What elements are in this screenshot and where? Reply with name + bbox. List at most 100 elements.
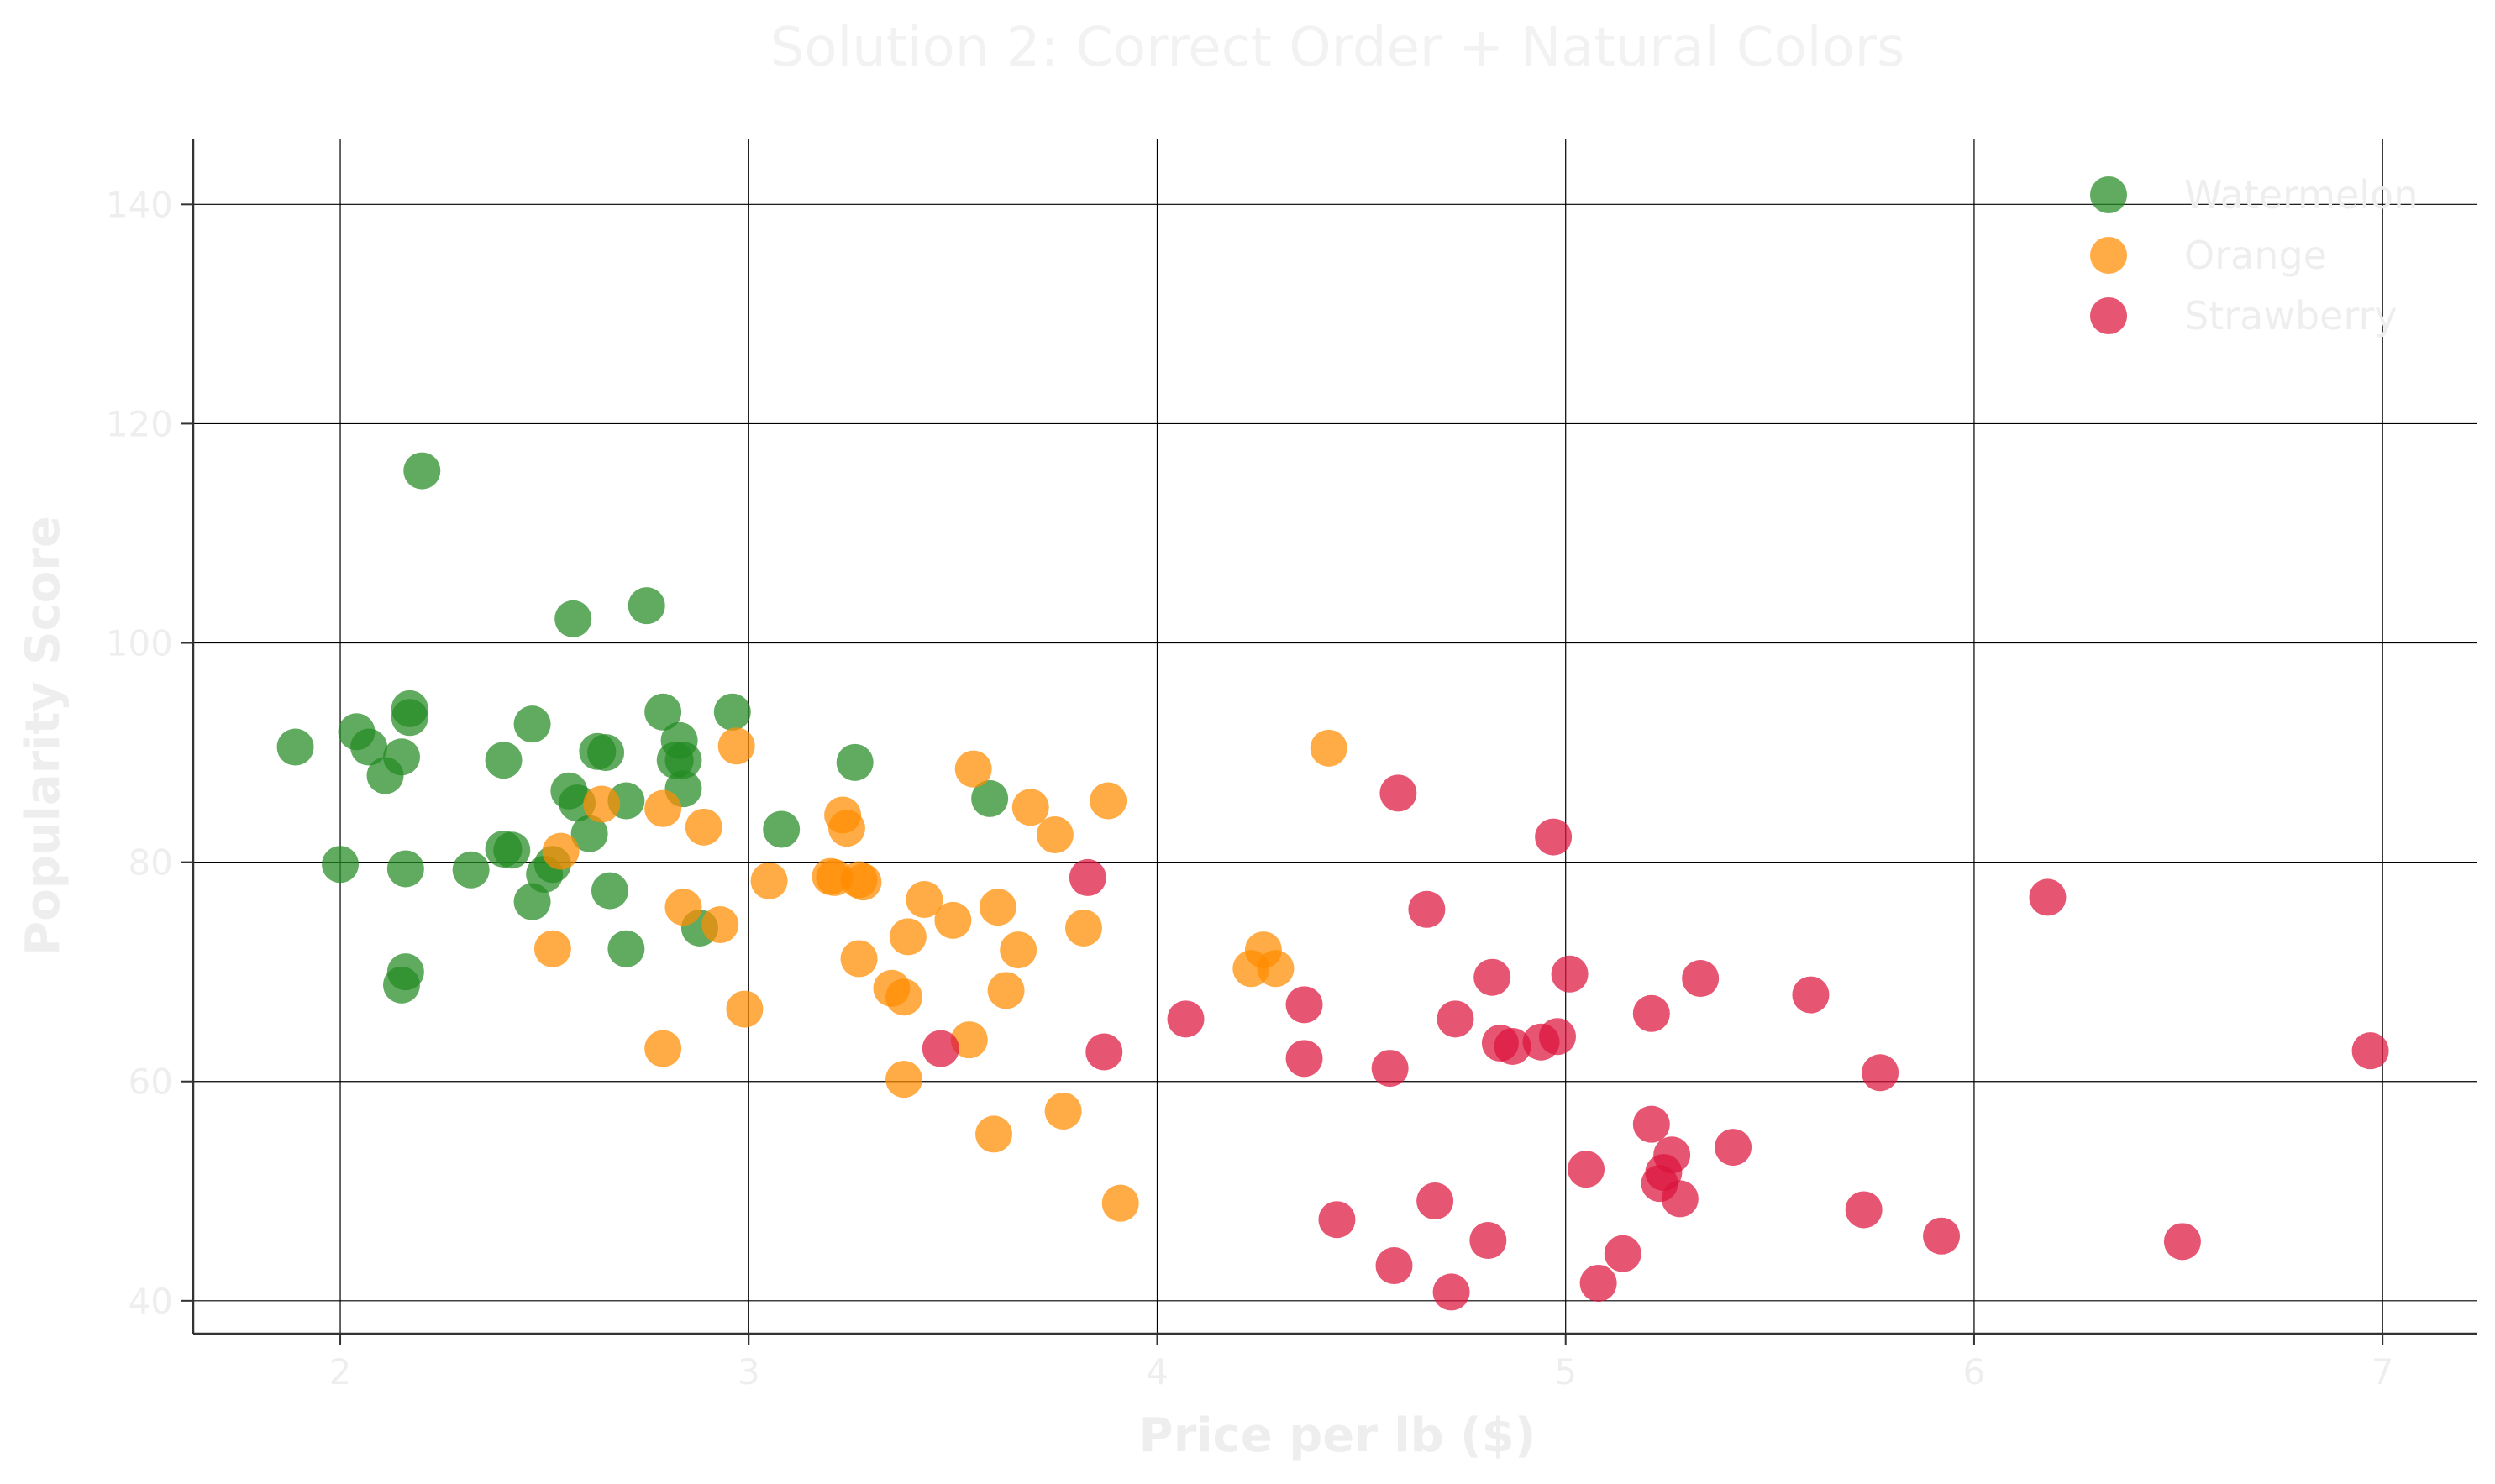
data-points	[276, 452, 2389, 1311]
strawberry-point	[1568, 1151, 1605, 1188]
orange-point	[1044, 1092, 1082, 1130]
watermelon-point	[836, 743, 874, 781]
orange-point	[750, 862, 788, 899]
orange-point	[644, 1030, 682, 1067]
y-axis-ticks: 40 60 80 100 120 140	[106, 184, 193, 1322]
watermelon-point	[644, 693, 682, 731]
chart-title: Solution 2: Correct Order + Natural Colo…	[770, 17, 1905, 79]
legend-label-watermelon: Watermelon	[2184, 172, 2418, 218]
strawberry-point	[1551, 955, 1589, 993]
x-tick-label: 7	[2372, 1351, 2394, 1392]
orange-point	[717, 727, 755, 765]
strawberry-point	[1923, 1217, 1961, 1255]
x-tick-label: 6	[1963, 1351, 1986, 1392]
strawberry-point	[1469, 1222, 1507, 1260]
watermelon-point	[591, 872, 628, 910]
orange-point	[1036, 815, 1074, 853]
orange-point	[1257, 950, 1295, 988]
x-tick-label: 5	[1554, 1351, 1577, 1392]
orange-point	[1000, 931, 1037, 969]
strawberry-point	[1535, 818, 1573, 856]
watermelon-point	[366, 757, 404, 794]
strawberry-point	[1408, 890, 1446, 928]
x-axis-label: Price per lb ($)	[1139, 1408, 1536, 1463]
strawberry-point	[922, 1030, 959, 1067]
orange-point	[934, 901, 972, 939]
strawberry-point	[1379, 774, 1417, 812]
orange-point	[533, 930, 571, 967]
legend-marker-orange	[2090, 237, 2127, 274]
strawberry-point	[1661, 1180, 1699, 1218]
y-tick-label: 40	[129, 1281, 173, 1322]
x-tick-label: 3	[738, 1351, 760, 1392]
strawberry-point	[1473, 958, 1511, 996]
orange-point	[1064, 909, 1102, 947]
legend-marker-watermelon	[2090, 176, 2127, 213]
orange-point	[987, 972, 1025, 1009]
watermelon-point	[403, 452, 441, 490]
strawberry-point	[1682, 960, 1720, 998]
orange-point	[954, 750, 992, 788]
orange-point	[1310, 729, 1347, 767]
orange-point	[885, 1061, 923, 1099]
watermelon-point	[382, 966, 420, 1004]
watermelon-point	[350, 728, 388, 766]
strawberry-point	[1167, 1000, 1205, 1038]
strawberry-point	[1579, 1264, 1617, 1302]
strawberry-point	[1845, 1191, 1883, 1229]
orange-point	[644, 789, 682, 827]
strawberry-point	[1085, 1033, 1123, 1071]
strawberry-point	[1416, 1182, 1454, 1220]
orange-point	[906, 881, 943, 919]
strawberry-point	[2029, 878, 2067, 916]
legend-marker-strawberry	[2090, 297, 2127, 334]
axes-spines	[192, 139, 2477, 1335]
watermelon-point	[587, 734, 625, 772]
strawberry-point	[1371, 1050, 1409, 1088]
orange-point	[664, 889, 702, 926]
watermelon-point	[386, 850, 424, 888]
orange-point	[701, 906, 739, 944]
y-axis-label: Popularity Score	[16, 516, 71, 956]
strawberry-point	[1792, 976, 1830, 1014]
watermelon-point	[513, 705, 551, 743]
orange-point	[1090, 782, 1127, 820]
watermelon-point	[322, 846, 360, 884]
strawberry-point	[1632, 994, 1670, 1032]
strawberry-point	[1862, 1054, 1899, 1092]
orange-point	[840, 940, 878, 978]
strawberry-point	[1375, 1247, 1413, 1285]
strawberry-point	[1432, 1273, 1470, 1311]
orange-point	[975, 1115, 1013, 1153]
strawberry-point	[1653, 1136, 1691, 1174]
orange-point	[889, 918, 927, 956]
watermelon-point	[763, 810, 801, 848]
orange-point	[542, 832, 580, 870]
strawberry-point	[1437, 1000, 1474, 1038]
strawberry-point	[1604, 1235, 1641, 1272]
strawberry-point	[1494, 1027, 1531, 1065]
orange-point	[827, 810, 865, 847]
watermelon-point	[391, 699, 428, 737]
legend-label-orange: Orange	[2184, 233, 2327, 278]
y-tick-label: 80	[129, 842, 173, 884]
watermelon-point	[513, 883, 551, 920]
watermelon-point	[628, 587, 665, 625]
orange-point	[950, 1021, 988, 1059]
orange-point	[685, 808, 722, 846]
y-tick-label: 120	[106, 403, 173, 444]
y-tick-label: 100	[106, 623, 173, 664]
x-tick-label: 2	[329, 1351, 352, 1392]
watermelon-point	[570, 815, 608, 852]
strawberry-point	[1285, 1040, 1323, 1078]
watermelon-point	[664, 742, 702, 779]
x-tick-label: 4	[1146, 1351, 1169, 1392]
orange-point	[979, 889, 1016, 926]
strawberry-point	[1069, 858, 1106, 896]
watermelon-point	[493, 831, 531, 869]
orange-point	[726, 990, 764, 1028]
y-tick-label: 140	[106, 184, 173, 225]
orange-point	[844, 863, 882, 901]
strawberry-point	[1632, 1105, 1670, 1143]
